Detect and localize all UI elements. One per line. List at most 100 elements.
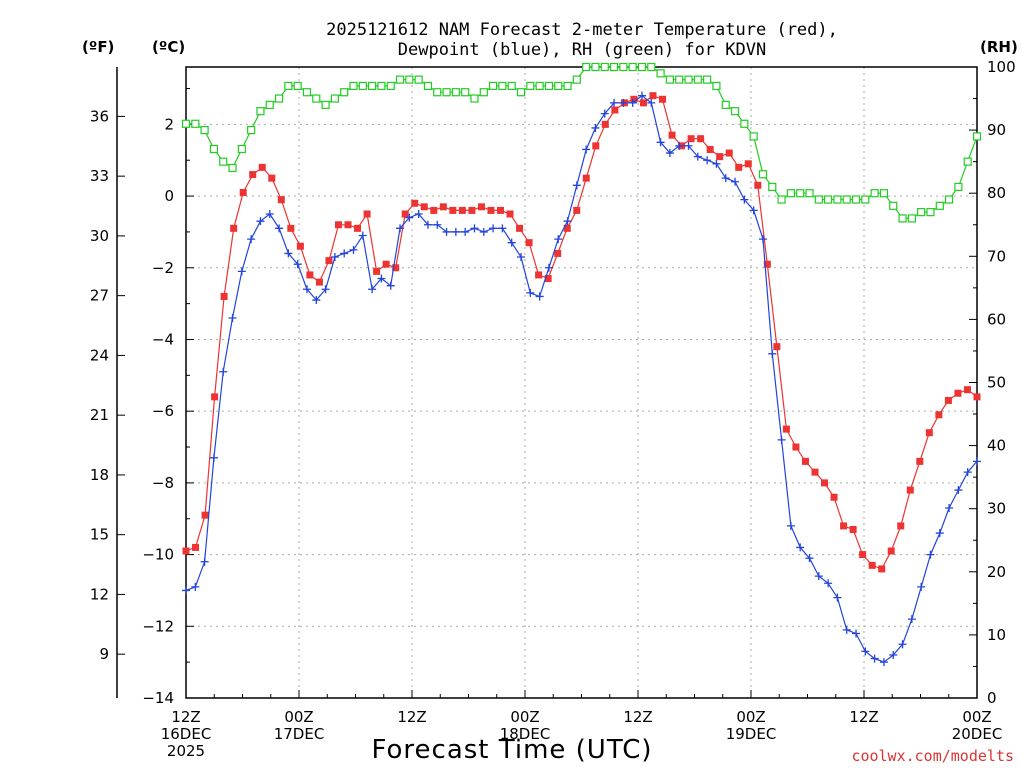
dewpoint-point <box>405 213 414 222</box>
x-tick-label: 12Z <box>623 708 652 726</box>
x-tick-label: 17DEC <box>274 725 325 743</box>
rh-point <box>851 195 861 204</box>
rh-point <box>935 201 944 210</box>
dewpoint-point <box>349 245 358 254</box>
temperature-point <box>211 393 219 401</box>
rh-point <box>405 75 414 84</box>
rh-point <box>944 195 954 204</box>
temperature-point <box>296 242 304 250</box>
rh-tick-label: 60 <box>987 310 1006 328</box>
fahrenheit-tick-label: 9 <box>99 645 109 663</box>
rh-unit-label: (RH) <box>980 38 1018 56</box>
celsius-tick-label: −2 <box>152 259 174 277</box>
temperature-point <box>792 443 800 451</box>
rh-point <box>368 81 377 91</box>
dewpoint-point <box>275 224 284 233</box>
temperature-point <box>735 163 743 171</box>
dewpoint-point <box>414 209 423 218</box>
dewpoint-point <box>870 654 879 663</box>
temperature-point <box>925 429 933 437</box>
dewpoint-point <box>461 227 470 236</box>
rh-point <box>842 195 851 204</box>
rh-point <box>563 81 572 91</box>
dewpoint-point <box>582 145 591 154</box>
rh-point <box>200 125 209 135</box>
temperature-point <box>592 142 600 150</box>
dewpoint-point <box>665 149 674 158</box>
temperature-point <box>439 203 447 211</box>
celsius-tick-label: −14 <box>142 689 174 707</box>
dewpoint-point <box>265 209 274 218</box>
dewpoint-point <box>842 625 851 634</box>
celsius-tick-label: 2 <box>164 115 174 133</box>
dewpoint-point <box>209 453 218 462</box>
rh-point <box>181 119 191 128</box>
rh-point <box>917 208 926 217</box>
temperature-point <box>525 239 533 247</box>
rh-point <box>237 144 246 154</box>
dewpoint-point <box>312 296 321 305</box>
temperature-point <box>668 131 676 139</box>
rh-point <box>898 214 907 223</box>
temperature-point <box>868 561 876 569</box>
rh-point <box>461 88 470 97</box>
fahrenheit-tick-label: 36 <box>90 107 109 125</box>
temperature-point <box>420 203 428 211</box>
rh-point <box>824 195 833 204</box>
dewpoint-point <box>489 224 498 233</box>
dewpoint-point <box>721 174 730 183</box>
fahrenheit-unit-label: (ºF) <box>82 38 114 56</box>
rh-point <box>889 201 898 210</box>
dewpoint-point <box>926 550 935 559</box>
tick-labels: −14 −12 −10 −8 −6 −4 −2 0 2 9 12 15 18 21 24 27 30 33 36 0 1… <box>90 58 1016 760</box>
temperature-point <box>706 145 714 153</box>
rh-point <box>386 81 395 91</box>
temperature-point <box>954 389 962 397</box>
fahrenheit-tick-label: 27 <box>90 287 109 305</box>
temperature-point <box>334 221 342 229</box>
temperature-point <box>325 257 333 265</box>
temperature-point <box>239 188 247 196</box>
temperature-point <box>687 135 695 143</box>
fahrenheit-tick-label: 18 <box>90 466 109 484</box>
dewpoint-point <box>442 227 451 236</box>
x-axis-label: Forecast Time (UTC) <box>371 735 652 765</box>
temperature-point <box>182 547 190 555</box>
dewpoint-point <box>535 292 544 301</box>
dewpoint-point <box>507 238 516 247</box>
dewpoint-point <box>340 249 349 258</box>
temperature-point <box>192 543 200 551</box>
temperature-point <box>201 511 209 519</box>
dewpoint-point <box>191 582 200 591</box>
rh-point <box>777 195 786 204</box>
dewpoint-point <box>963 468 972 477</box>
dewpoint-point <box>591 123 600 132</box>
temperature-point <box>716 153 724 161</box>
dewpoint-point <box>200 557 209 566</box>
rh-tick-label: 80 <box>987 184 1006 202</box>
celsius-tick-label: −6 <box>152 402 174 420</box>
x-tick-label: 00Z <box>284 708 313 726</box>
dewpoint-point <box>954 486 963 495</box>
rh-point <box>907 214 916 223</box>
dewpoint-point <box>386 281 395 290</box>
rh-point <box>637 62 647 72</box>
rh-point <box>730 107 740 116</box>
temperature-point <box>363 210 371 218</box>
dewpoint-point <box>637 91 646 100</box>
x-tick-label: 16DEC <box>161 725 212 743</box>
fahrenheit-tick-label: 33 <box>90 167 109 185</box>
rh-point <box>675 75 684 84</box>
fahrenheit-tick-label: 12 <box>90 585 109 603</box>
rh-point <box>805 189 814 198</box>
rh-point <box>554 81 563 91</box>
rh-point <box>656 69 665 78</box>
x-tick-label: 12Z <box>397 708 426 726</box>
temperature-point <box>535 271 543 279</box>
rh-point <box>665 75 675 84</box>
dewpoint-point <box>423 220 432 229</box>
rh-point <box>768 182 777 191</box>
dewpoint-point <box>302 285 311 294</box>
rh-point <box>284 81 293 91</box>
